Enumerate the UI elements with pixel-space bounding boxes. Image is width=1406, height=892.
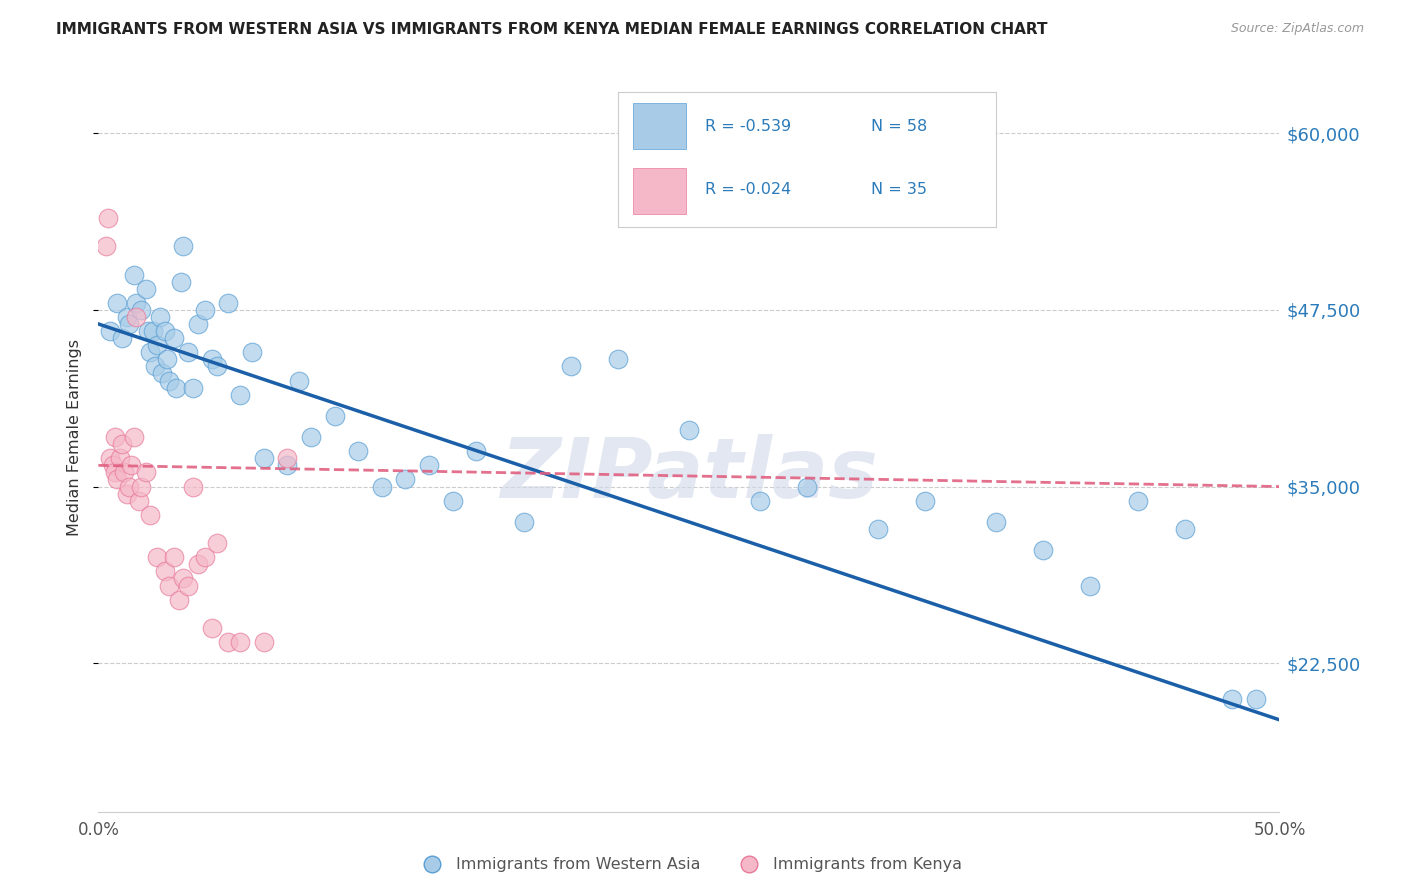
Point [146, 338, 169, 352]
Point [121, 458, 143, 473]
Point [678, 423, 700, 437]
Point [104, 466, 127, 480]
Point [1080, 578, 1102, 592]
Point [187, 558, 209, 572]
Point [146, 550, 169, 565]
Point [129, 479, 152, 493]
Point [560, 359, 582, 374]
Point [418, 458, 440, 473]
Point [194, 302, 217, 317]
Point [136, 324, 159, 338]
Point [135, 466, 157, 480]
Point [98, 451, 121, 466]
Point [1220, 691, 1243, 706]
Point [105, 473, 128, 487]
Point [187, 317, 209, 331]
Point [129, 302, 152, 317]
Point [172, 571, 194, 585]
Point [135, 282, 157, 296]
Text: ZIPatlas: ZIPatlas [501, 434, 877, 515]
Point [1174, 522, 1197, 536]
Point [914, 493, 936, 508]
Point [139, 508, 162, 522]
Point [156, 352, 179, 367]
Point [163, 331, 186, 345]
Point [984, 515, 1007, 529]
Point [253, 635, 276, 649]
Point [177, 578, 200, 592]
Point [748, 493, 770, 508]
Point [796, 479, 818, 493]
Point [111, 437, 134, 451]
Point [276, 458, 298, 473]
Point [253, 451, 276, 466]
Point [465, 444, 488, 458]
Point [299, 430, 322, 444]
Point [229, 387, 252, 401]
Point [170, 275, 193, 289]
Point [1126, 493, 1149, 508]
Point [167, 592, 190, 607]
Point [163, 550, 186, 565]
Point [181, 381, 204, 395]
Point [201, 352, 224, 367]
Y-axis label: Median Female Earnings: Median Female Earnings [67, 339, 83, 535]
Point [229, 635, 252, 649]
Point [122, 430, 145, 444]
Point [118, 479, 141, 493]
Text: Source: ZipAtlas.com: Source: ZipAtlas.com [1230, 22, 1364, 36]
Point [104, 430, 127, 444]
Point [1032, 543, 1054, 558]
Point [150, 367, 173, 381]
Point [347, 444, 370, 458]
Point [111, 331, 134, 345]
Point [172, 239, 194, 253]
Point [371, 479, 394, 493]
Point [441, 493, 464, 508]
Point [217, 295, 239, 310]
Point [98, 324, 121, 338]
Point [157, 578, 180, 592]
Point [101, 458, 124, 473]
Legend: Immigrants from Western Asia, Immigrants from Kenya: Immigrants from Western Asia, Immigrants… [411, 851, 967, 879]
Point [323, 409, 346, 423]
Point [181, 479, 204, 493]
Point [205, 359, 228, 374]
Point [240, 345, 263, 359]
Point [153, 324, 176, 338]
Point [194, 550, 217, 565]
Text: IMMIGRANTS FROM WESTERN ASIA VS IMMIGRANTS FROM KENYA MEDIAN FEMALE EARNINGS COR: IMMIGRANTS FROM WESTERN ASIA VS IMMIGRAN… [56, 22, 1047, 37]
Point [201, 621, 224, 635]
Point [165, 381, 187, 395]
Point [128, 493, 150, 508]
Point [276, 451, 298, 466]
Point [115, 310, 138, 324]
Point [512, 515, 534, 529]
Point [94, 239, 117, 253]
Point [118, 317, 141, 331]
Point [112, 466, 135, 480]
Point [115, 486, 138, 500]
Point [607, 352, 630, 367]
Point [139, 345, 162, 359]
Point [142, 324, 165, 338]
Point [205, 536, 228, 550]
Point [149, 310, 172, 324]
Point [97, 211, 120, 225]
Point [217, 635, 239, 649]
Point [143, 359, 166, 374]
Point [1244, 691, 1267, 706]
Point [153, 565, 176, 579]
Point [105, 295, 128, 310]
Point [125, 310, 148, 324]
Point [866, 522, 889, 536]
Point [394, 473, 416, 487]
Point [288, 374, 311, 388]
Point [177, 345, 200, 359]
Point [108, 451, 131, 466]
Point [125, 295, 148, 310]
Point [122, 268, 145, 282]
Point [157, 374, 180, 388]
